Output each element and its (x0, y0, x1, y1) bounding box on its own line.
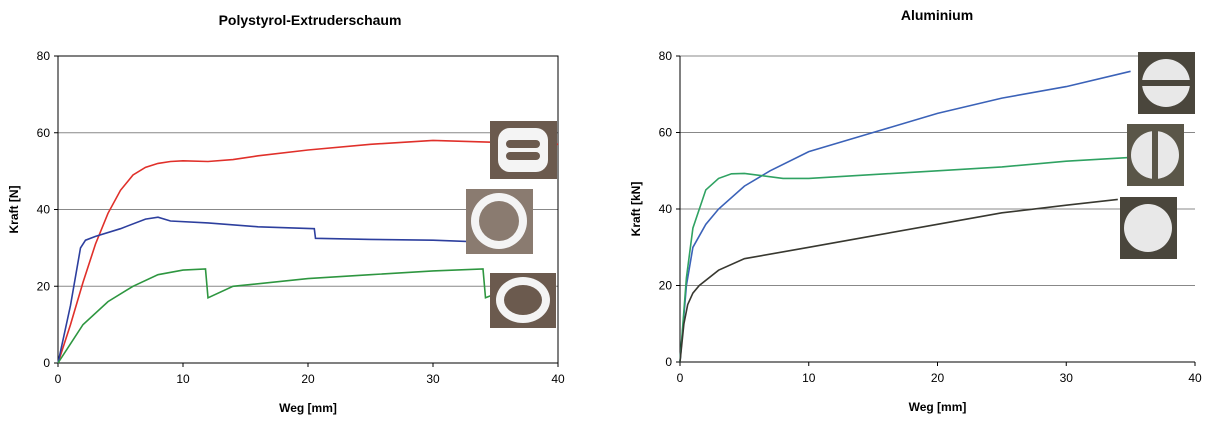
photo (466, 52, 1195, 328)
y-axis-label: Kraft [kN] (629, 182, 643, 237)
chart-title: Polystyrol-Extruderschaum (219, 12, 402, 28)
data-line (57, 139, 559, 364)
y-tick-label: 0 (43, 356, 50, 370)
data-line (679, 198, 1118, 363)
data-line (679, 156, 1131, 363)
x-tick-label: 10 (176, 372, 190, 386)
x-tick-label: 20 (301, 372, 315, 386)
data-line (57, 268, 496, 364)
y-tick-label: 0 (665, 355, 672, 369)
x-tick-label: 0 (55, 372, 62, 386)
x-axis-label: Weg [mm] (279, 401, 337, 415)
x-tick-label: 10 (802, 371, 816, 385)
x-tick-label: 20 (931, 371, 945, 385)
y-tick-label: 20 (37, 279, 51, 293)
data-line (679, 70, 1131, 363)
y-tick-label: 60 (659, 126, 673, 140)
x-tick-label: 30 (1060, 371, 1074, 385)
x-axis-label: Weg [mm] (909, 400, 967, 414)
chart-title: Aluminium (901, 7, 973, 23)
x-tick-label: 30 (426, 372, 440, 386)
x-tick-label: 40 (1188, 371, 1202, 385)
x-tick-label: 40 (551, 372, 565, 386)
y-tick-label: 40 (37, 203, 51, 217)
y-tick-label: 20 (659, 279, 673, 293)
y-tick-label: 80 (37, 49, 51, 63)
data-line (57, 216, 484, 364)
y-tick-label: 60 (37, 126, 51, 140)
y-tick-label: 40 (659, 202, 673, 216)
y-axis-label: Kraft [N] (7, 186, 21, 234)
y-tick-label: 80 (659, 49, 673, 63)
x-tick-label: 0 (677, 371, 684, 385)
